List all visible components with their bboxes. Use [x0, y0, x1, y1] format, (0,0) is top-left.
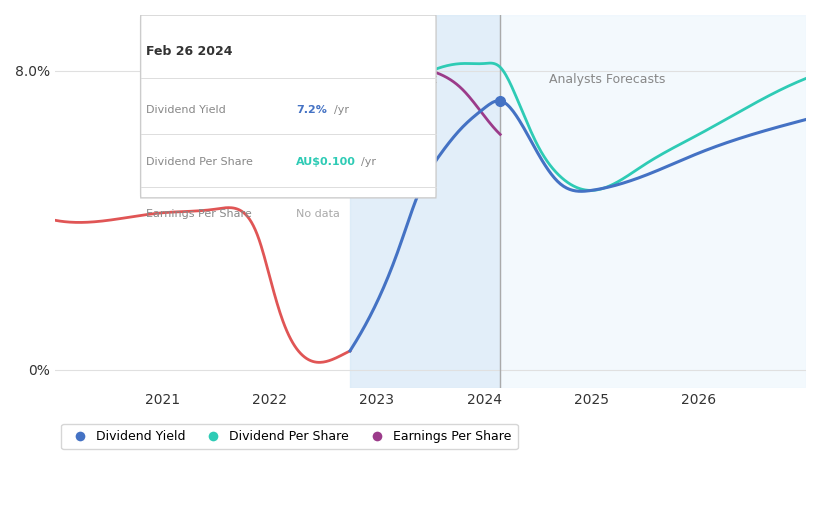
Text: /yr: /yr [360, 157, 376, 167]
Text: Feb 26 2024: Feb 26 2024 [146, 45, 232, 58]
Text: Past: Past [412, 73, 438, 86]
Text: No data: No data [296, 209, 340, 219]
FancyBboxPatch shape [140, 15, 436, 198]
Text: AU$0.100: AU$0.100 [296, 157, 356, 167]
Text: Earnings Per Share: Earnings Per Share [146, 209, 252, 219]
Text: /yr: /yr [334, 105, 349, 115]
Bar [350, 15, 500, 388]
Text: Dividend Per Share: Dividend Per Share [146, 157, 253, 167]
Bar [500, 15, 806, 388]
Legend: Dividend Yield, Dividend Per Share, Earnings Per Share: Dividend Yield, Dividend Per Share, Earn… [62, 424, 517, 449]
Text: Dividend Yield: Dividend Yield [146, 105, 226, 115]
Text: Analysts Forecasts: Analysts Forecasts [548, 73, 665, 86]
Text: 7.2%: 7.2% [296, 105, 328, 115]
